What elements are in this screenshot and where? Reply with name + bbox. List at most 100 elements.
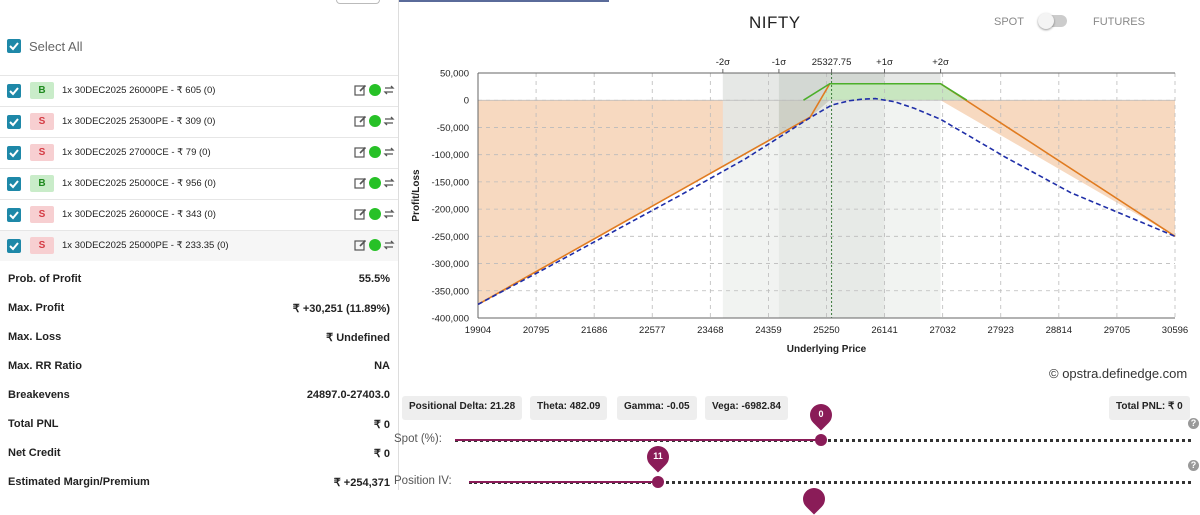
strategy-panel: Select All B 1x 30DEC2025 26000PE - ₹ 605… — [0, 0, 399, 490]
y-tick-label: -400,000 — [431, 314, 469, 325]
leg-checkbox[interactable] — [7, 84, 21, 98]
leg-side-badge[interactable]: S — [30, 237, 54, 254]
swap-icon[interactable] — [382, 238, 396, 255]
iv-slider-thumb[interactable] — [652, 476, 664, 488]
leg-description: 1x 30DEC2025 27000CE - ₹ 79 (0) — [62, 147, 211, 158]
leg-row[interactable]: S 1x 30DEC2025 26000CE - ₹ 343 (0) — [0, 199, 398, 230]
y-tick-label: 50,000 — [440, 69, 469, 80]
leg-row[interactable]: S 1x 30DEC2025 25000PE - ₹ 233.35 (0) — [0, 230, 398, 261]
sigma-label: -1σ — [772, 57, 786, 68]
spot-slider-fill — [455, 439, 821, 441]
leg-side-badge[interactable]: S — [30, 144, 54, 161]
spot-slider-thumb[interactable] — [815, 434, 827, 446]
payoff-chart: 50,000 0 -50,000 -100,000 -150,000 -200,000 -2… — [411, 57, 1188, 355]
slider-value-pin — [798, 483, 830, 515]
iv-slider-fill — [469, 481, 659, 483]
theta-badge: Theta: 482.09 — [530, 396, 608, 420]
spot-value-text: 0 — [818, 409, 824, 419]
sigma-label: +2σ — [932, 57, 949, 68]
y-tick-label: -300,000 — [431, 259, 469, 270]
vega-badge: Vega: -6982.84 — [705, 396, 788, 420]
x-tick-label: 23468 — [697, 325, 723, 336]
active-status-icon[interactable] — [369, 115, 381, 127]
leg-side-badge[interactable]: S — [30, 113, 54, 130]
edit-icon[interactable] — [354, 177, 367, 193]
spot-toggle-label[interactable]: SPOT — [994, 16, 1024, 28]
x-tick-label: 22577 — [639, 325, 665, 336]
stat-row: Max. Profit ₹ +30,251 (11.89%) — [0, 293, 398, 322]
stat-label: Max. Profit — [8, 302, 65, 314]
leg-checkbox[interactable] — [7, 208, 21, 222]
stat-row: Net Credit ₹ 0 — [0, 438, 398, 467]
stat-row: Breakevens 24897.0-27403.0 — [0, 380, 398, 409]
stat-value: ₹ 0 — [373, 419, 390, 431]
y-axis-title: Profit/Loss — [411, 169, 422, 222]
select-all-row[interactable]: Select All — [0, 34, 398, 60]
stat-row: Total PNL ₹ 0 — [0, 409, 398, 438]
futures-toggle-label[interactable]: FUTURES — [1093, 16, 1145, 28]
swap-icon[interactable] — [382, 207, 396, 224]
help-icon[interactable]: ? — [1188, 418, 1199, 429]
iv-slider-track[interactable] — [469, 481, 1191, 484]
leg-row[interactable]: B 1x 30DEC2025 25000CE - ₹ 956 (0) — [0, 168, 398, 199]
stat-label: Net Credit — [8, 447, 61, 459]
stat-label: Estimated Margin/Premium — [8, 476, 150, 488]
leg-description: 1x 30DEC2025 26000CE - ₹ 343 (0) — [62, 209, 216, 220]
stat-label: Max. Loss — [8, 331, 62, 343]
leg-description: 1x 30DEC2025 25300PE - ₹ 309 (0) — [62, 116, 216, 127]
spot-futures-toggle[interactable] — [1038, 13, 1067, 29]
leg-row[interactable]: S 1x 30DEC2025 27000CE - ₹ 79 (0) — [0, 137, 398, 168]
x-tick-label: 19904 — [465, 325, 491, 336]
x-tick-label: 25250 — [813, 325, 839, 336]
active-status-icon[interactable] — [369, 239, 381, 251]
profit-payoff-line — [803, 82, 968, 101]
sd2-right-shade — [884, 73, 941, 318]
sigma-label: 25327.75 — [812, 57, 852, 68]
edit-icon[interactable] — [354, 208, 367, 224]
leg-checkbox[interactable] — [7, 115, 21, 129]
active-status-icon[interactable] — [369, 177, 381, 189]
leg-side-badge[interactable]: B — [30, 175, 54, 192]
stat-label: Total PNL — [8, 418, 59, 430]
swap-icon[interactable] — [382, 176, 396, 193]
iv-slider-label: Position IV: — [394, 475, 452, 487]
stat-value: ₹ Undefined — [326, 332, 390, 344]
select-all-label: Select All — [29, 39, 83, 54]
leg-row[interactable]: B 1x 30DEC2025 26000PE - ₹ 605 (0) — [0, 75, 398, 106]
active-status-icon[interactable] — [369, 84, 381, 96]
stat-value: ₹ +254,371 — [333, 477, 390, 489]
edit-icon[interactable] — [354, 146, 367, 162]
x-axis-title: Underlying Price — [787, 344, 867, 355]
leg-checkbox[interactable] — [7, 239, 21, 253]
toggle-knob[interactable] — [1038, 13, 1054, 29]
y-tick-label: 0 — [464, 96, 469, 107]
leg-side-badge[interactable]: S — [30, 206, 54, 223]
select-all-checkbox[interactable] — [7, 39, 21, 53]
edit-icon[interactable] — [354, 84, 367, 100]
edit-icon[interactable] — [354, 115, 367, 131]
help-icon[interactable]: ? — [1188, 460, 1199, 471]
swap-icon[interactable] — [382, 114, 396, 131]
swap-icon[interactable] — [382, 83, 396, 100]
sigma-label: -2σ — [716, 57, 730, 68]
page-title: NIFTY — [749, 13, 801, 32]
stat-value: 24897.0-27403.0 — [306, 389, 390, 401]
leg-row[interactable]: S 1x 30DEC2025 25300PE - ₹ 309 (0) — [0, 106, 398, 137]
target-payoff-line — [477, 97, 1176, 306]
stat-value: NA — [374, 360, 390, 372]
stat-row: Prob. of Profit 55.5% — [0, 264, 398, 293]
active-status-icon[interactable] — [369, 146, 381, 158]
x-tick-label: 26141 — [871, 325, 897, 336]
sd2-left-shade — [722, 73, 779, 318]
leg-description: 1x 30DEC2025 26000PE - ₹ 605 (0) — [62, 85, 216, 96]
leg-checkbox[interactable] — [7, 146, 21, 160]
leg-side-badge[interactable]: B — [30, 82, 54, 99]
edit-icon[interactable] — [354, 239, 367, 255]
swap-icon[interactable] — [382, 145, 396, 162]
y-tick-label: -200,000 — [431, 205, 469, 216]
x-tick-label: 27032 — [929, 325, 955, 336]
active-status-icon[interactable] — [369, 208, 381, 220]
x-tick-label: 27923 — [988, 325, 1014, 336]
leg-checkbox[interactable] — [7, 177, 21, 191]
top-button[interactable] — [336, 0, 380, 4]
